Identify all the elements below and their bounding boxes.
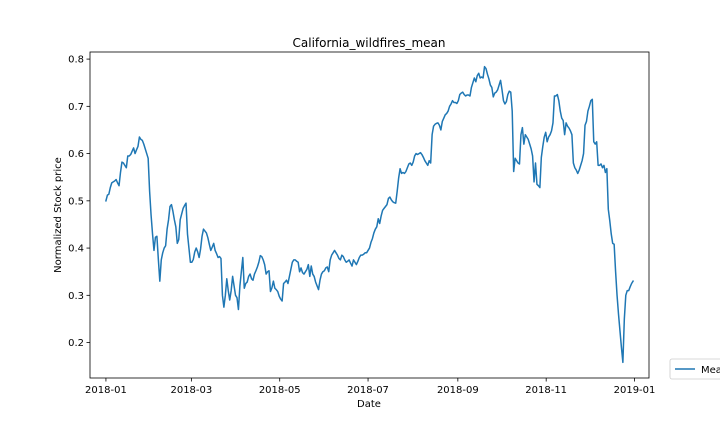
- x-tick-label: 2019-01: [614, 385, 656, 396]
- x-axis-label: Date: [357, 399, 381, 410]
- y-axis-label: Normalized Stock price: [53, 157, 64, 273]
- y-tick-label: 0.3: [68, 291, 84, 302]
- y-tick-label: 0.2: [68, 338, 84, 349]
- legend: Mean: [669, 358, 720, 380]
- legend-box: [669, 358, 720, 380]
- series-line-mean: [105, 65, 635, 364]
- plot-frame: [89, 51, 650, 379]
- y-tick-label: 0.7: [68, 102, 84, 113]
- y-tick-label: 0.8: [68, 55, 84, 66]
- chart-title: California_wildfires_mean: [293, 36, 446, 50]
- y-axis-ticks: 0.2 0.3 0.4 0.5 0.6 0.7 0.8: [68, 55, 90, 349]
- y-tick-label: 0.4: [68, 244, 84, 255]
- x-tick-label: 2018-11: [525, 385, 567, 396]
- legend-label-mean: Mean: [701, 365, 720, 376]
- x-tick-label: 2018-01: [85, 385, 127, 396]
- x-tick-label: 2018-03: [170, 385, 212, 396]
- x-tick-label: 2018-07: [347, 385, 389, 396]
- x-tick-label: 2018-09: [437, 385, 479, 396]
- y-tick-label: 0.5: [68, 196, 84, 207]
- x-axis-ticks: 2018-01 2018-03 2018-05 2018-07 2018-09 2018-…: [85, 378, 655, 396]
- x-tick-label: 2018-05: [259, 385, 301, 396]
- y-tick-label: 0.6: [68, 149, 84, 160]
